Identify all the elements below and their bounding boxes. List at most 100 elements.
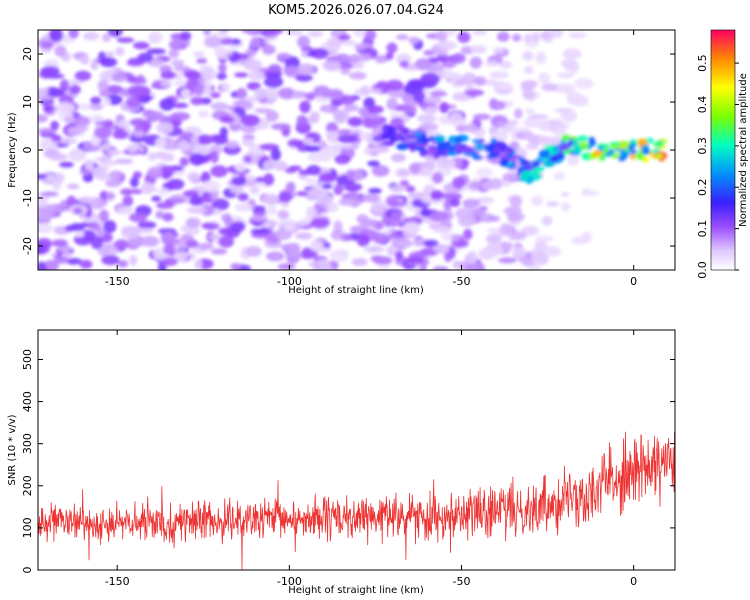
x-tick-label: -150	[105, 275, 130, 288]
spectrogram-cell	[55, 102, 75, 114]
spectrogram-cell	[158, 165, 175, 179]
spectrogram-ridge-cell	[572, 145, 582, 154]
spectrogram-ridge-cell	[474, 143, 485, 151]
spectrogram-cell	[291, 91, 305, 98]
spectrogram-cell	[581, 231, 592, 243]
spectrogram-ridge-cell	[492, 148, 502, 154]
spectrogram-cell	[329, 249, 349, 263]
spectrogram-cell	[424, 106, 439, 114]
spectrogram-cell	[189, 153, 205, 166]
spectrogram-ridge-cell	[559, 144, 570, 151]
spectrogram-ridge-cell	[413, 146, 426, 151]
spectrogram-cell	[187, 206, 207, 214]
spectrogram-cell	[180, 88, 191, 99]
spectrogram-cell	[404, 257, 424, 265]
spectrogram-cell	[112, 130, 129, 140]
spectrogram-cell	[541, 215, 553, 226]
spectrogram-cell	[193, 259, 203, 270]
spectrogram-cell	[297, 63, 315, 76]
spectrogram-cell	[309, 240, 324, 253]
spectrogram-cell	[413, 90, 426, 103]
spectrogram-cell	[196, 58, 208, 64]
spectrogram-cell	[349, 54, 361, 63]
spectrogram-cell	[495, 83, 513, 90]
spectrogram-cell	[126, 59, 145, 67]
spectrogram-cell	[210, 248, 228, 255]
spectrogram-cell	[307, 152, 327, 163]
spectrogram-cell	[382, 229, 392, 235]
spectrogram-cell	[271, 123, 291, 131]
spectrogram-ridge-cell	[610, 153, 620, 158]
spectrogram-cell	[429, 210, 449, 222]
spectrogram-ridge-cell	[404, 138, 418, 143]
spectrogram-cell	[295, 232, 313, 240]
spectrogram-cell	[276, 52, 292, 60]
spectrogram-cell	[130, 188, 144, 195]
y-tick-label: 10	[21, 95, 34, 109]
spectrogram-cell	[430, 190, 444, 201]
spectrogram-cell	[433, 244, 450, 254]
spectrogram-cell	[263, 30, 283, 36]
spectrogram-cell	[129, 212, 148, 223]
spectrogram-cell	[54, 45, 67, 57]
spectrogram-cell	[155, 137, 166, 149]
spectrogram-cell	[156, 201, 175, 209]
spectrogram-cell	[200, 171, 211, 184]
spectrogram-cell	[503, 172, 521, 180]
spectrogram-cell	[210, 165, 228, 178]
spectrogram-cell	[385, 79, 404, 91]
spectrogram-ridge-cell	[572, 139, 578, 148]
spectrogram-cell	[288, 165, 302, 171]
spectrogram-cell	[61, 252, 73, 259]
spectrogram-ridge-cell	[385, 141, 395, 146]
spectrogram-cell	[450, 198, 461, 208]
spectrogram-cell	[38, 261, 46, 270]
snr-ticks: -150 -100 -50 0 0 100 200 300 400 500	[21, 330, 675, 588]
spectrogram-cell	[132, 171, 142, 179]
spectrogram-cell	[520, 83, 535, 91]
spectrogram-ridge-cell	[576, 135, 589, 143]
spectrogram-cell	[499, 60, 513, 69]
spectrogram-cell	[151, 195, 162, 202]
spectrogram-cell	[245, 48, 257, 58]
spectrogram-cell	[89, 103, 104, 111]
spectrogram-cell	[338, 61, 353, 70]
spectrogram-cell	[73, 231, 85, 238]
spectrogram-cell	[371, 200, 385, 213]
spectrogram-cell	[346, 169, 355, 181]
spectrogram-cell	[404, 105, 417, 114]
spectrogram-cell	[553, 172, 566, 181]
spectrogram-ridge-cell	[446, 151, 458, 156]
spectrogram-cell	[59, 137, 78, 145]
spectrogram-cell	[103, 220, 117, 234]
x-tick-label: -150	[105, 575, 130, 588]
spectrogram-cell	[78, 196, 96, 204]
spectrogram-ridge-cell	[518, 156, 525, 162]
snr-y-label: SNR (10 * v/v)	[7, 414, 18, 485]
spectrogram-cell	[371, 165, 390, 177]
spectrogram-cell	[171, 102, 189, 109]
spectrogram-cell	[506, 212, 525, 222]
spectrogram-ridge-cell	[610, 144, 619, 150]
spectrogram-cell	[249, 215, 269, 222]
spectrogram-cell	[121, 226, 141, 239]
spectrogram-cell	[39, 69, 54, 79]
spectrogram-cell	[390, 153, 406, 163]
spectrogram-cell	[541, 83, 558, 92]
spectrogram-cell	[229, 183, 244, 195]
spectrogram-cell	[197, 242, 214, 250]
spectrogram-cell	[444, 72, 463, 81]
colorbar-label: Normalized spectral amplitude	[738, 73, 749, 227]
spectrogram-cell	[315, 96, 332, 102]
spectrogram-cell	[525, 65, 534, 73]
spectrogram-cell	[374, 54, 389, 64]
spectrogram-cell	[390, 210, 402, 222]
spectrogram-cell	[313, 85, 331, 96]
spectrogram-cell	[103, 142, 111, 151]
spectrogram-cell	[245, 246, 262, 257]
spectrogram-cell	[169, 197, 186, 204]
spectrogram-cell	[525, 108, 535, 115]
spectrogram-ridge-cell	[381, 124, 389, 133]
spectrogram-cell	[38, 222, 53, 234]
spectrogram-cell	[386, 245, 397, 256]
